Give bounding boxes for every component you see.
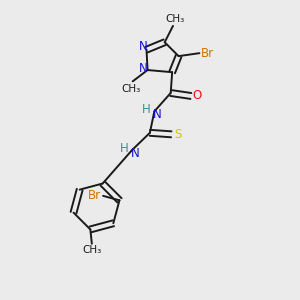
- Text: CH₃: CH₃: [166, 14, 185, 24]
- Text: Br: Br: [201, 47, 214, 60]
- Text: CH₃: CH₃: [82, 245, 101, 255]
- Text: O: O: [193, 89, 202, 103]
- Text: H: H: [142, 103, 151, 116]
- Text: CH₃: CH₃: [122, 84, 141, 94]
- Text: N: N: [139, 62, 148, 75]
- Text: N: N: [139, 40, 148, 53]
- Text: N: N: [153, 108, 162, 121]
- Text: N: N: [130, 147, 140, 160]
- Text: S: S: [174, 128, 182, 141]
- Text: H: H: [120, 142, 129, 155]
- Text: Br: Br: [88, 189, 101, 202]
